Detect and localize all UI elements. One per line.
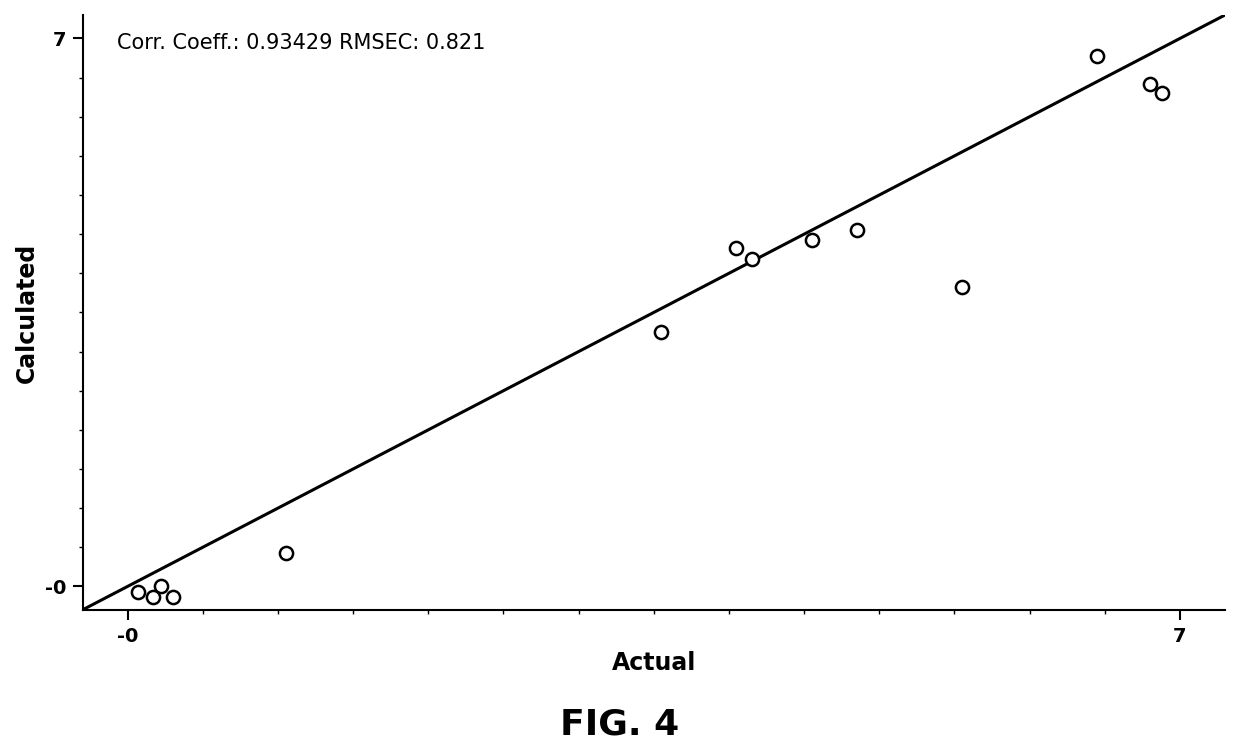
- Point: [128, 586, 148, 598]
- Point: [742, 253, 761, 265]
- Point: [162, 591, 182, 603]
- Point: [1152, 88, 1172, 99]
- Point: [802, 234, 822, 246]
- Point: [727, 243, 746, 255]
- Point: [847, 224, 867, 236]
- Point: [952, 281, 972, 293]
- Point: [275, 548, 295, 559]
- X-axis label: Actual: Actual: [611, 651, 696, 675]
- Y-axis label: Calculated: Calculated: [15, 243, 38, 383]
- Point: [651, 326, 671, 338]
- Point: [1140, 78, 1159, 90]
- Point: [151, 580, 171, 592]
- Text: FIG. 4: FIG. 4: [560, 708, 680, 741]
- Text: Corr. Coeff.: 0.93429 RMSEC: 0.821: Corr. Coeff.: 0.93429 RMSEC: 0.821: [117, 33, 485, 53]
- Point: [1087, 50, 1107, 62]
- Point: [144, 591, 164, 603]
